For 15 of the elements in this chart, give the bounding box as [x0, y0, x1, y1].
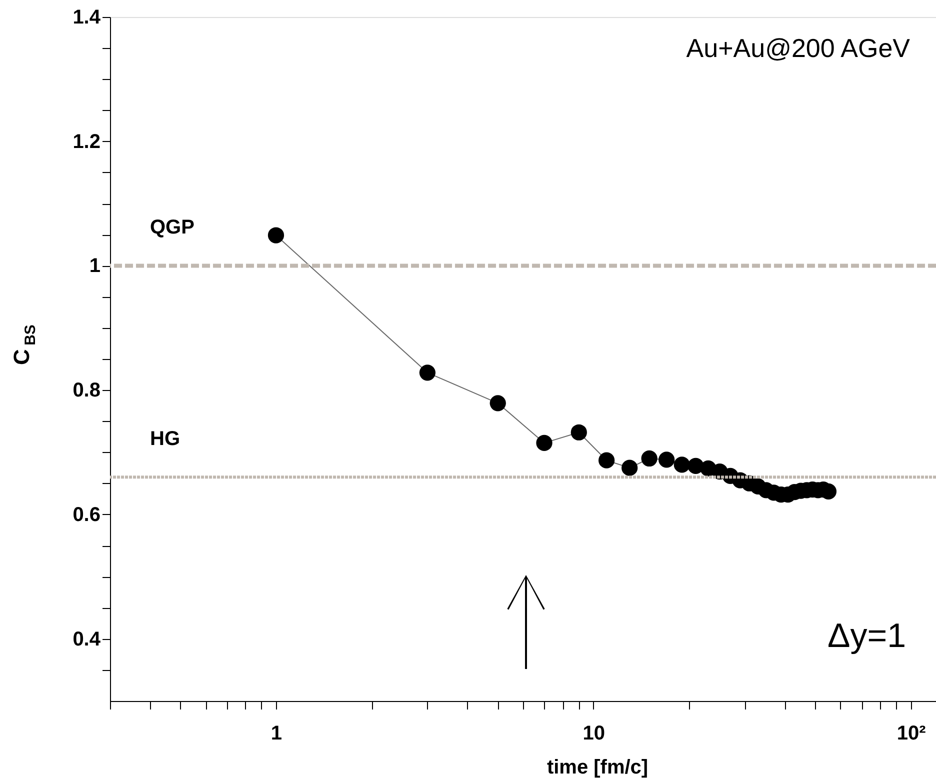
x-tick-label: 10 [582, 722, 606, 744]
y-tick-label: 1.2 [72, 130, 100, 153]
y-tick-label: 0.8 [72, 380, 100, 402]
annotation: Δy=1 [828, 617, 906, 655]
y-axis-title: CBS [9, 324, 39, 365]
y-tick-label: 0.4 [72, 628, 102, 650]
y-tick-label: 1.4 [72, 6, 102, 28]
annotation: Au+Au@200 AGeV [686, 33, 911, 63]
x-tick-label: 10² [896, 722, 926, 744]
y-tick-label: 1 [89, 255, 100, 278]
y-tick-label: 0.6 [72, 504, 100, 526]
x-tick-label: 1 [270, 722, 282, 744]
x-axis-title: time [fm/c] [546, 756, 648, 778]
ref-line-label: QGP [150, 216, 194, 239]
ref-line-label: HG [150, 428, 180, 450]
